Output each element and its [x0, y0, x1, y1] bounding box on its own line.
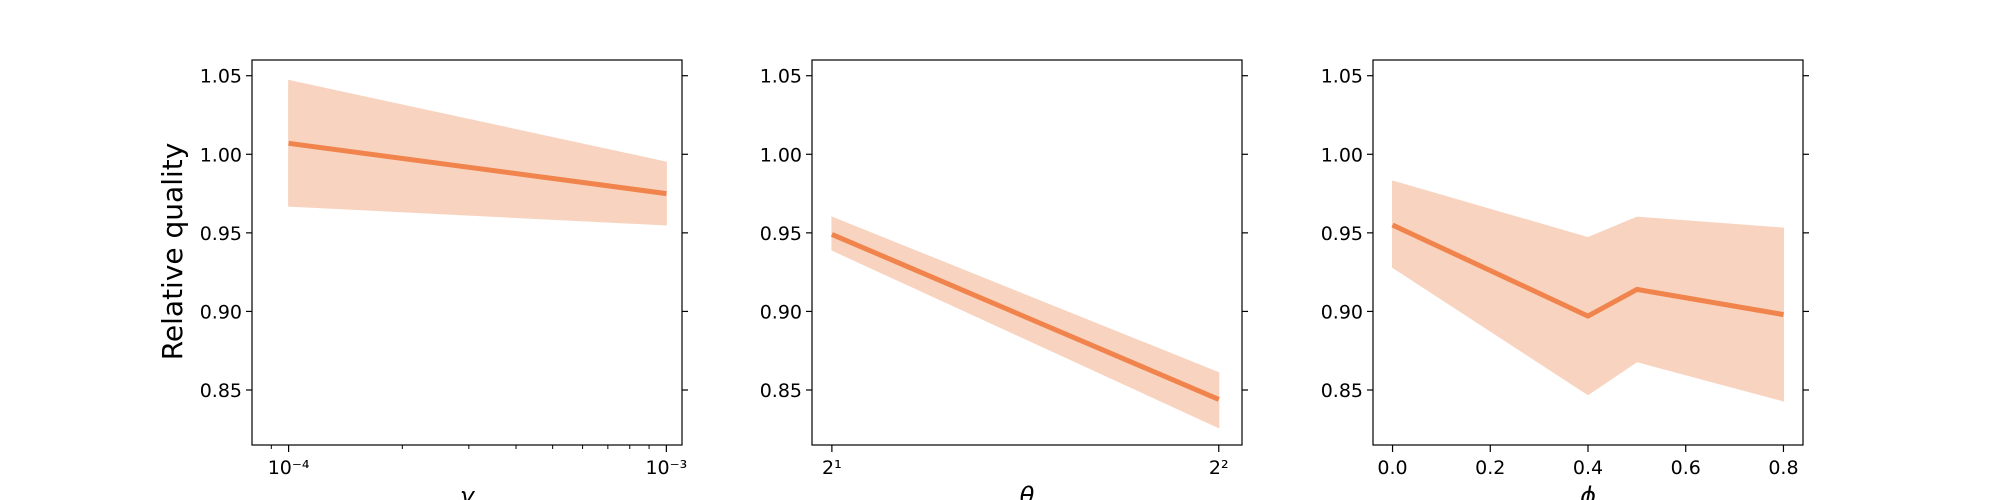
y-tick-label: 1.05 — [1321, 66, 1363, 88]
x-tick-label: 0.2 — [1475, 457, 1505, 479]
y-tick-label: 0.90 — [1321, 301, 1363, 323]
y-axis-label: Relative quality — [156, 143, 189, 361]
chart-panel-3: 1.05 1.00 0.95 0.90 0.85 0.0 0.2 0.4 0.6 0.8 ϕ — [1321, 59, 1809, 500]
chart-panel-2: 1.05 1.00 0.95 0.90 0.85 2¹ 2² θ — [760, 59, 1248, 500]
x-tick-label: 0.8 — [1768, 457, 1798, 479]
y-tick-label: 1.05 — [760, 66, 802, 88]
y-tick-label: 0.95 — [760, 223, 802, 245]
axes-frame — [251, 59, 683, 446]
x-tick-label: 0.0 — [1377, 457, 1407, 479]
y-tick-label: 0.95 — [200, 223, 242, 245]
series-line — [1391, 222, 1784, 319]
x-axis-label: θ — [1020, 482, 1035, 500]
x-tick-label: 0.6 — [1671, 457, 1701, 479]
y-tick-label: 1.00 — [200, 144, 242, 166]
y-tick-label: 1.05 — [200, 66, 242, 88]
x-axis-label: γ — [460, 482, 476, 500]
axes-frame — [811, 59, 1243, 446]
chart-panel-1: 1.05 1.00 0.95 0.90 0.85 10⁻⁴ 10⁻³ γ Relative qu… — [156, 59, 688, 500]
x-axis-label: ϕ — [1580, 482, 1596, 500]
x-tick-label: 2² — [1209, 457, 1229, 479]
confidence-band — [1392, 180, 1784, 402]
y-tick-label: 0.95 — [1321, 223, 1363, 245]
series-line — [830, 232, 1220, 402]
y-tick-label: 1.00 — [1321, 144, 1363, 166]
x-tick-label: 10⁻⁴ — [268, 457, 310, 479]
y-tick-label: 0.85 — [760, 380, 802, 402]
y-tick-label: 0.90 — [200, 301, 242, 323]
y-tick-label: 0.85 — [1321, 380, 1363, 402]
confidence-band — [831, 216, 1220, 429]
y-tick-label: 0.90 — [760, 301, 802, 323]
x-tick-label: 2¹ — [822, 457, 842, 479]
x-tick-label: 0.4 — [1573, 457, 1603, 479]
series-line — [288, 140, 667, 197]
y-tick-label: 1.00 — [760, 144, 802, 166]
y-tick-label: 0.85 — [200, 380, 242, 402]
confidence-band — [288, 79, 667, 226]
x-tick-label: 10⁻³ — [645, 457, 687, 479]
